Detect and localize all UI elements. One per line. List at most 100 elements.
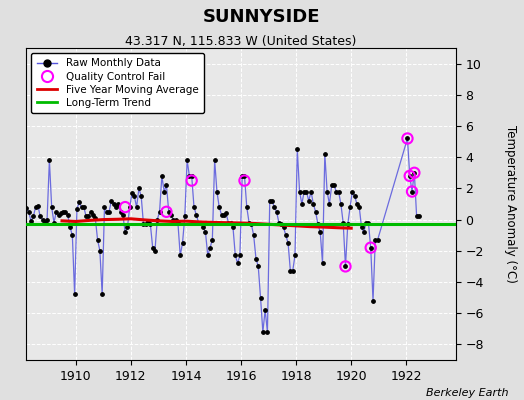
Point bbox=[121, 229, 129, 235]
Point bbox=[293, 146, 301, 152]
Point bbox=[63, 212, 72, 218]
Point bbox=[351, 193, 359, 199]
Point bbox=[31, 204, 40, 210]
Point bbox=[100, 204, 108, 210]
Point bbox=[357, 224, 366, 230]
Point bbox=[412, 213, 421, 220]
Point bbox=[403, 135, 412, 142]
Point bbox=[296, 188, 304, 195]
Point bbox=[316, 229, 324, 235]
Point bbox=[252, 255, 260, 262]
Point bbox=[286, 268, 294, 274]
Point bbox=[156, 209, 164, 215]
Point bbox=[27, 218, 35, 224]
Point bbox=[328, 182, 336, 188]
Point bbox=[18, 206, 26, 212]
Point bbox=[112, 204, 120, 210]
Point bbox=[162, 209, 171, 215]
Point bbox=[334, 188, 343, 195]
Point bbox=[103, 209, 111, 215]
Point bbox=[96, 248, 104, 254]
Point bbox=[249, 232, 258, 238]
Point bbox=[245, 220, 253, 226]
Point bbox=[266, 198, 274, 204]
Point bbox=[50, 220, 58, 226]
Point bbox=[73, 206, 81, 212]
Point bbox=[243, 204, 251, 210]
Point bbox=[133, 204, 141, 210]
Point bbox=[130, 193, 138, 199]
Point bbox=[304, 198, 313, 204]
Point bbox=[82, 213, 90, 220]
Point bbox=[241, 173, 249, 179]
Point bbox=[270, 204, 278, 210]
Point bbox=[91, 215, 100, 221]
Point bbox=[339, 220, 347, 226]
Point bbox=[406, 173, 414, 179]
Point bbox=[196, 220, 205, 226]
Point bbox=[22, 205, 30, 211]
Point bbox=[61, 209, 70, 215]
Point bbox=[153, 216, 161, 223]
Point bbox=[323, 188, 331, 195]
Point bbox=[121, 204, 129, 210]
Title: 43.317 N, 115.833 W (United States): 43.317 N, 115.833 W (United States) bbox=[125, 35, 357, 48]
Point bbox=[185, 173, 193, 179]
Point bbox=[194, 220, 203, 226]
Point bbox=[314, 221, 322, 228]
Point bbox=[348, 188, 356, 195]
Point bbox=[89, 212, 97, 218]
Point bbox=[165, 209, 173, 215]
Point bbox=[268, 198, 276, 204]
Point bbox=[410, 170, 419, 176]
Point bbox=[199, 224, 208, 230]
Point bbox=[29, 213, 38, 220]
Point bbox=[341, 263, 350, 270]
Point bbox=[222, 210, 231, 216]
Point bbox=[151, 248, 159, 254]
Point bbox=[414, 213, 423, 220]
Point bbox=[231, 252, 239, 259]
Point bbox=[241, 178, 249, 184]
Point bbox=[364, 220, 373, 226]
Point bbox=[25, 209, 33, 215]
Point bbox=[318, 260, 326, 266]
Point bbox=[298, 201, 306, 207]
Point bbox=[408, 188, 416, 195]
Point bbox=[146, 221, 155, 228]
Point bbox=[238, 173, 246, 179]
Point bbox=[226, 220, 235, 226]
Point bbox=[188, 178, 196, 184]
Point bbox=[38, 216, 47, 223]
Point bbox=[410, 170, 419, 176]
Point bbox=[272, 209, 281, 215]
Point bbox=[126, 204, 134, 210]
Point bbox=[359, 229, 368, 235]
Point bbox=[281, 232, 290, 238]
Point bbox=[114, 201, 123, 207]
Point bbox=[206, 244, 214, 251]
Point bbox=[408, 188, 416, 195]
Point bbox=[34, 202, 42, 209]
Point bbox=[337, 201, 345, 207]
Point bbox=[366, 244, 375, 251]
Y-axis label: Temperature Anomaly (°C): Temperature Anomaly (°C) bbox=[504, 125, 517, 283]
Point bbox=[211, 157, 219, 164]
Point bbox=[54, 212, 63, 218]
Point bbox=[344, 221, 352, 228]
Point bbox=[371, 237, 379, 243]
Point bbox=[213, 188, 221, 195]
Point bbox=[275, 220, 283, 226]
Point bbox=[217, 212, 226, 218]
Point bbox=[341, 263, 350, 270]
Point bbox=[332, 188, 341, 195]
Point bbox=[160, 188, 168, 195]
Point bbox=[162, 182, 171, 188]
Point bbox=[300, 188, 308, 195]
Point bbox=[247, 221, 256, 228]
Point bbox=[174, 220, 182, 226]
Point bbox=[188, 173, 196, 179]
Point bbox=[321, 151, 329, 157]
Point bbox=[311, 209, 320, 215]
Point bbox=[137, 193, 145, 199]
